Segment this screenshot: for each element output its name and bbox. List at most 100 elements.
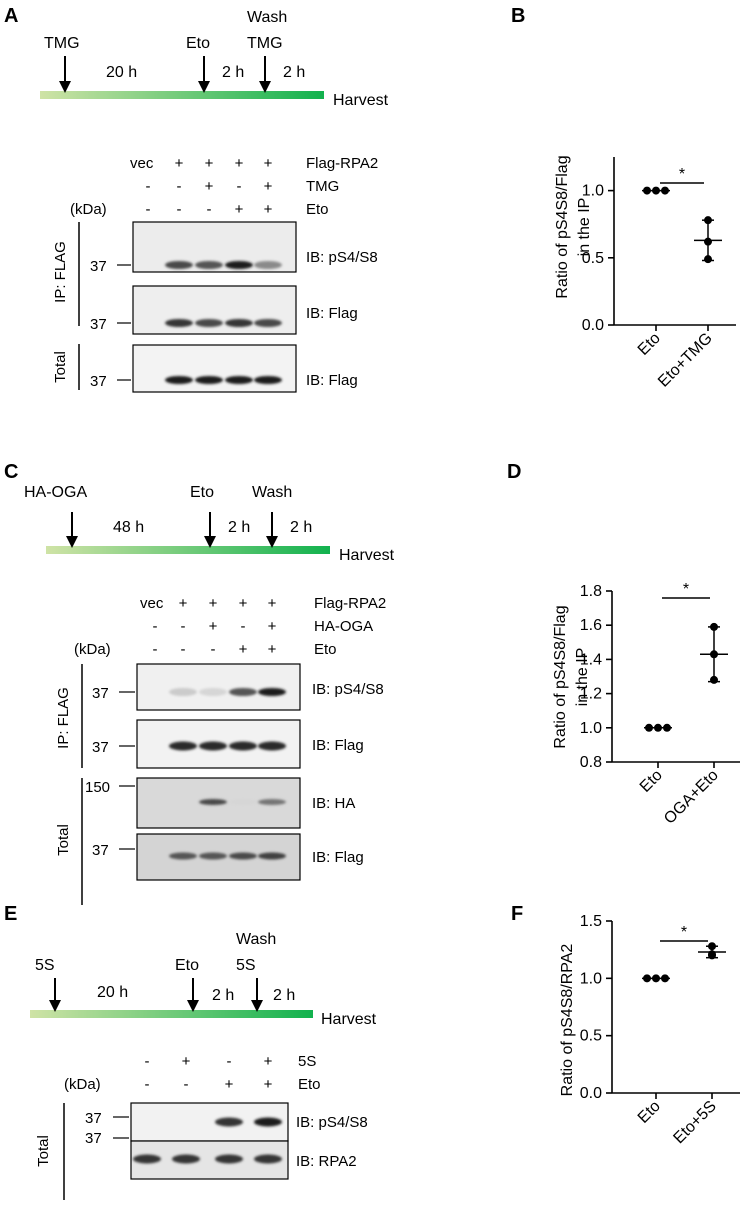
arrow-down-icon	[204, 512, 216, 548]
lane-sign: +	[268, 618, 277, 635]
blot-ip-pS4S8	[132, 221, 297, 273]
kda-marker: 150	[85, 779, 110, 796]
blot-band	[254, 319, 282, 327]
blots-a: IP: FLAG Total 37 37 37 IB: pS4/S8 IB: F…	[52, 221, 378, 393]
data-point	[708, 942, 716, 951]
lane-sign: +	[209, 618, 218, 635]
blot-band	[165, 376, 193, 384]
lane-sign: +	[239, 595, 248, 612]
blot-band	[258, 688, 286, 696]
data-point	[710, 650, 718, 659]
lane-labels-a: vec + + + + Flag-RPA2 - - + - + TMG (kDa…	[70, 155, 378, 218]
lane-sign: +	[264, 1053, 273, 1070]
timeline-bar	[40, 91, 324, 99]
lane-sign: -	[153, 618, 158, 635]
blots-e: Total 37 37 IB: pS4/S8 IB: RPA2	[35, 1102, 368, 1200]
lane-sign: -	[146, 178, 151, 195]
data-point	[663, 723, 671, 732]
ib-label: IB: Flag	[306, 372, 358, 389]
significance-marker: *	[683, 581, 689, 598]
y-tick-label: 0.5	[580, 1028, 602, 1045]
arrow-down-icon	[66, 512, 78, 548]
lane-sign: -	[211, 641, 216, 658]
ib-label: IB: pS4/S8	[312, 681, 384, 698]
lane-sign: +	[235, 155, 244, 172]
kda-label: (kDa)	[70, 201, 107, 218]
lane-labels-c: vec + + + + Flag-RPA2 - - + - + HA-OGA (…	[74, 595, 386, 658]
timeline-label-eto: Eto	[186, 35, 210, 52]
blot-band	[229, 799, 257, 805]
blot-band	[258, 852, 286, 860]
ip-flag-label: IP: FLAG	[55, 687, 72, 749]
row-label-5s: 5S	[298, 1053, 316, 1070]
y-axis-label: in the IP	[574, 648, 591, 707]
y-tick-label: 1.4	[580, 651, 602, 668]
data-point	[661, 974, 669, 983]
timeline-label-harvest: Harvest	[339, 547, 395, 564]
kda-marker: 37	[92, 685, 109, 702]
ib-label: IB: Flag	[312, 737, 364, 754]
lane-sign: +	[182, 1053, 191, 1070]
y-axis-label: Ratio of pS4S8/RPA2	[559, 944, 576, 1097]
timeline-label-ha-oga: HA-OGA	[24, 484, 87, 501]
lane-sign: +	[235, 201, 244, 218]
data-point	[652, 974, 660, 983]
blot-band	[169, 852, 197, 860]
y-tick-label: 1.0	[580, 970, 602, 987]
blot-band	[229, 688, 257, 696]
ib-label: IB: pS4/S8	[306, 249, 378, 266]
ib-label: IB: pS4/S8	[296, 1114, 368, 1131]
data-point	[645, 723, 653, 732]
arrow-down-icon	[187, 978, 199, 1012]
y-tick-label: 1.8	[580, 583, 602, 600]
timeline-label-5s2: 5S	[236, 957, 256, 974]
y-axis-label: in the IP	[576, 198, 593, 257]
arrow-down-icon	[59, 56, 71, 93]
arrow-down-icon	[251, 978, 263, 1012]
lane-sign: -	[241, 618, 246, 635]
x-tick-label: Eto+5S	[670, 1098, 719, 1147]
kda-label: (kDa)	[74, 641, 111, 658]
timeline-duration: 20 h	[106, 64, 137, 81]
lane-sign: +	[209, 595, 218, 612]
lane-sign: +	[175, 155, 184, 172]
lane-labels-e: - + - + 5S (kDa) - - + + Eto	[64, 1053, 321, 1093]
timeline-duration: 2 h	[228, 519, 250, 536]
arrow-down-icon	[266, 512, 278, 548]
chart-f: 0.0 0.5 1.0 1.5 Eto Eto+5S *	[580, 913, 740, 1147]
data-point	[704, 216, 712, 225]
lane-sign: -	[184, 1076, 189, 1093]
blot-band	[199, 799, 227, 805]
blot-band	[229, 852, 257, 860]
x-tick-label: Eto+TMG	[655, 330, 716, 391]
lane-sign: -	[181, 618, 186, 635]
blot-band	[254, 1117, 282, 1127]
data-point	[643, 186, 651, 195]
y-axis-label: Ratio of pS4S8/Flag	[554, 155, 571, 298]
blot-ip-flag	[136, 719, 301, 769]
blot-band	[172, 1154, 200, 1164]
timeline-duration: 2 h	[273, 987, 295, 1004]
data-point	[710, 675, 718, 684]
x-tick-label: OGA+Eto	[661, 767, 722, 828]
panel-label-f: F	[511, 903, 523, 925]
lane-sign: -	[146, 201, 151, 218]
timeline-e: 5S 20 h Eto 2 h Wash 5S 2 h Harvest	[30, 931, 377, 1028]
total-label: Total	[52, 351, 69, 383]
panel-a: A TMG 20 h Eto 2 h Wash TMG 2 h Harvest …	[4, 5, 389, 393]
y-tick-label: 1.0	[580, 720, 602, 737]
blot-total-rpa2	[130, 1140, 289, 1180]
kda-marker: 37	[90, 258, 107, 275]
data-point	[704, 255, 712, 264]
timeline-label-eto: Eto	[190, 484, 214, 501]
ip-flag-label: IP: FLAG	[52, 241, 69, 303]
arrow-down-icon	[198, 56, 210, 93]
timeline-a: TMG 20 h Eto 2 h Wash TMG 2 h Harvest	[40, 9, 389, 109]
kda-label: (kDa)	[64, 1076, 101, 1093]
blot-total-flag	[136, 833, 301, 881]
data-point	[710, 622, 718, 631]
row-label-tmg: TMG	[306, 178, 339, 195]
blot-band	[199, 688, 227, 696]
row-label-eto: Eto	[306, 201, 329, 218]
